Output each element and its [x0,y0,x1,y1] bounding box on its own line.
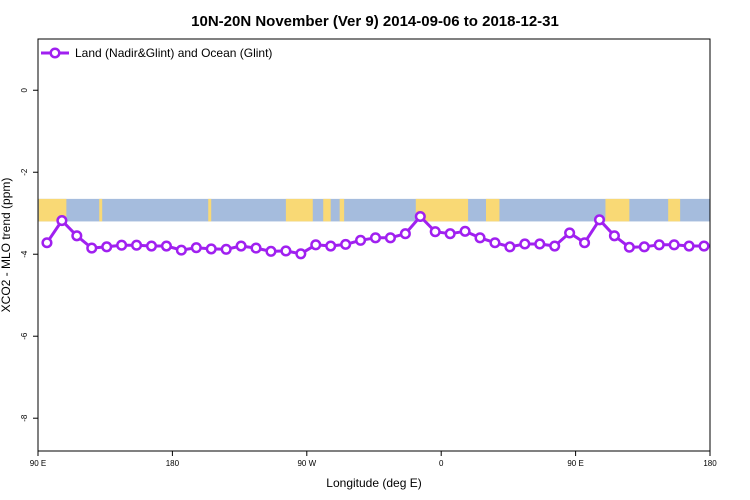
legend-marker-swatch [49,47,61,59]
data-point [295,248,307,260]
land-area [99,198,103,222]
x-tick-label: 180 [166,459,180,468]
data-point [384,232,396,244]
x-axis-label: Longitude (deg E) [326,476,421,490]
x-tick-label: 180 [703,459,717,468]
ocean-area [38,198,710,222]
data-point [250,242,262,254]
data-point [340,238,352,250]
data-point [116,239,128,251]
data-point [280,245,292,257]
data-point [623,241,635,253]
land-area [605,198,630,222]
x-axis: 90 E 180 90 W 0 90 E 180 [30,451,717,468]
land-area [339,198,345,222]
land-area [486,198,500,222]
x-tick-label: 90 E [30,459,46,468]
data-point [265,245,277,257]
y-axis-label: XCO2 - MLO trend (ppm) [0,178,13,313]
y-tick-label: -2 [20,168,29,176]
data-point [444,228,456,240]
land-area [285,198,313,222]
data-point [429,226,441,238]
data-point [504,241,516,253]
data-point [564,227,576,239]
data-point [235,240,247,252]
legend: Land (Nadir&Glint) and Ocean (Glint) [41,46,272,60]
data-point [86,242,98,254]
land-area [415,198,469,222]
land-area [668,198,681,222]
legend-series-label: Land (Nadir&Glint) and Ocean (Glint) [75,46,272,60]
data-point [638,241,650,253]
data-point [549,240,561,252]
data-point [41,237,53,249]
y-tick-label: 0 [20,87,29,92]
world-map-band [38,198,710,222]
series-layer [41,210,710,260]
x-tick-label: 0 [439,459,444,468]
data-point [175,244,187,256]
data-point [608,230,620,242]
data-point [698,240,710,252]
data-point [220,243,232,255]
data-point [474,232,486,244]
x-tick-label: 90 W [297,459,316,468]
data-point [160,240,172,252]
land-area [208,198,212,222]
data-point [205,243,217,255]
data-point [593,214,606,226]
data-point [683,240,695,252]
data-point [653,239,665,251]
data-point [310,239,322,251]
y-tick-label: -4 [20,250,29,258]
plot-frame [37,38,711,452]
y-tick-label: -6 [20,332,29,340]
data-point [355,234,367,246]
data-point [534,238,546,250]
data-point [325,240,337,252]
data-point [399,228,411,240]
data-point [71,230,83,242]
data-point [459,225,471,237]
data-point [414,210,426,223]
data-point [668,239,680,251]
data-point [369,232,382,244]
data-point [101,241,113,253]
y-axis: 0 -2 -4 -6 -8 [20,87,38,422]
chart-title: 10N-20N November (Ver 9) 2014-09-06 to 2… [191,13,559,30]
data-point [190,242,202,254]
data-point [579,237,591,249]
land-area [323,198,331,222]
data-point [131,239,143,251]
data-point [145,240,158,252]
x-tick-label: 90 E [567,459,583,468]
data-point [56,215,68,227]
data-point [519,238,531,250]
y-tick-label: -8 [20,414,29,422]
data-point [489,237,501,249]
